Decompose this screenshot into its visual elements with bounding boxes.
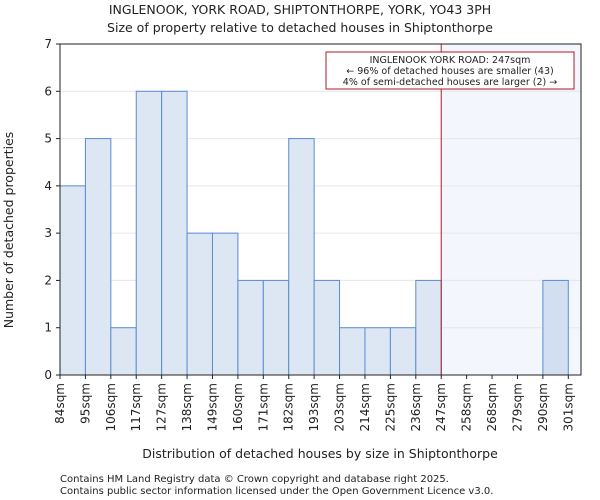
annotation-box bbox=[325, 51, 575, 90]
annotation-line-1: INGLENOOK YORK ROAD: 247sqm bbox=[370, 55, 531, 66]
footer-line-2: Contains public sector information licen… bbox=[60, 486, 493, 497]
bar-149sqm bbox=[211, 232, 239, 376]
x-tick-label: 290sqm bbox=[536, 383, 550, 431]
bar-117sqm bbox=[135, 90, 163, 376]
x-tick-label: 258sqm bbox=[460, 383, 474, 431]
x-tick-label: 225sqm bbox=[383, 383, 397, 431]
x-tick-label: 138sqm bbox=[180, 383, 194, 431]
y-tick-label: 5 bbox=[44, 132, 52, 146]
bar-106sqm bbox=[110, 327, 137, 376]
x-tick-label: 236sqm bbox=[409, 383, 423, 431]
x-tick-label: 160sqm bbox=[231, 383, 245, 431]
chart-subtitle: Size of property relative to detached ho… bbox=[107, 20, 493, 35]
bar-214sqm bbox=[364, 327, 391, 376]
x-axis-label: Distribution of detached houses by size … bbox=[142, 446, 498, 461]
y-axis-label: Number of detached properties bbox=[1, 132, 16, 329]
x-tick-label: 84sqm bbox=[53, 383, 67, 424]
bar-138sqm bbox=[186, 232, 213, 376]
x-tick-label: 95sqm bbox=[78, 383, 92, 424]
bar-290sqm bbox=[542, 279, 569, 376]
y-tick-label: 3 bbox=[44, 226, 52, 240]
footer-line-1: Contains HM Land Registry data © Crown c… bbox=[60, 474, 449, 485]
y-tick-label: 1 bbox=[44, 321, 52, 335]
bar-236sqm bbox=[415, 279, 442, 376]
y-tick-label: 7 bbox=[44, 37, 52, 51]
annotation-line-2: ← 96% of detached houses are smaller (43… bbox=[346, 66, 553, 77]
axes-frame bbox=[59, 43, 582, 376]
x-tick-label: 171sqm bbox=[256, 383, 270, 431]
x-tick-label: 193sqm bbox=[307, 383, 321, 431]
y-tick-label: 2 bbox=[44, 273, 52, 287]
bar-193sqm bbox=[313, 279, 341, 376]
x-tick-label: 279sqm bbox=[510, 383, 524, 431]
bar-160sqm bbox=[237, 279, 264, 376]
bar-225sqm bbox=[389, 327, 417, 376]
x-tick-label: 182sqm bbox=[282, 383, 296, 431]
x-tick-label: 247sqm bbox=[434, 383, 448, 431]
bar-203sqm bbox=[339, 327, 366, 376]
x-tick-label: 149sqm bbox=[205, 383, 219, 431]
x-tick-label: 268sqm bbox=[485, 383, 499, 431]
bar-84sqm bbox=[59, 185, 86, 376]
y-tick-label: 4 bbox=[44, 179, 52, 193]
bar-127sqm bbox=[161, 90, 188, 376]
chart-title: INGLENOOK, YORK ROAD, SHIPTONTHORPE, YOR… bbox=[109, 2, 491, 17]
x-tick-label: 106sqm bbox=[104, 383, 118, 431]
x-tick-label: 117sqm bbox=[129, 383, 143, 431]
annotation-line-3: 4% of semi-detached houses are larger (2… bbox=[343, 77, 557, 88]
bar-171sqm bbox=[262, 279, 290, 376]
x-tick-label: 301sqm bbox=[561, 383, 575, 431]
x-tick-label: 127sqm bbox=[155, 383, 169, 431]
x-tick-label: 203sqm bbox=[333, 383, 347, 431]
y-tick-label: 6 bbox=[44, 84, 52, 98]
y-tick-label: 0 bbox=[44, 368, 52, 382]
plot-area: 0 1 2 3 4 5 6 7 84sqm 95sqm 106sqm 117sqm 127sqm 138s… bbox=[44, 37, 582, 431]
x-tick-label: 214sqm bbox=[358, 383, 372, 431]
bar-182sqm bbox=[288, 138, 315, 376]
bar-95sqm bbox=[84, 138, 112, 376]
